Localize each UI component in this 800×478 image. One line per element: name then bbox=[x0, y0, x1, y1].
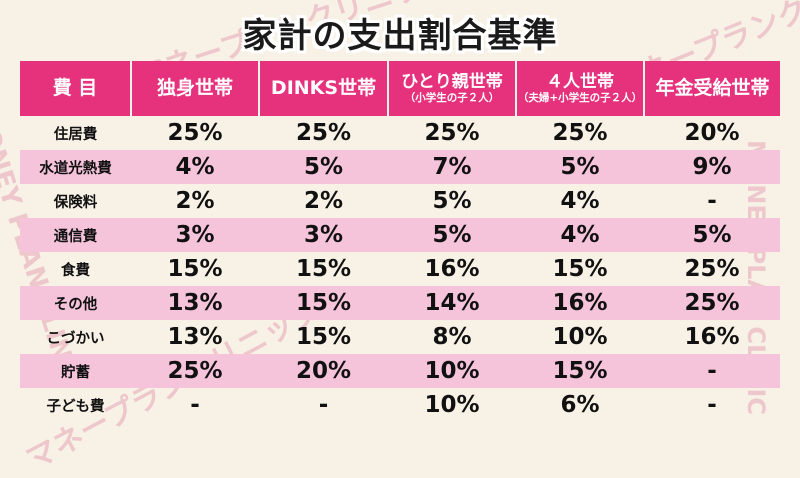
table-cell: 25% bbox=[552, 120, 608, 146]
table-row: 保険料 2% 2% 5% 4% - bbox=[20, 184, 780, 218]
table-row: 水道光熱費 4% 5% 7% 5% 9% bbox=[20, 150, 780, 184]
table-cell: 16% bbox=[424, 256, 480, 282]
table-cell: 4% bbox=[516, 218, 644, 252]
header-category: 費 目 bbox=[20, 61, 131, 116]
table-cell: 5% bbox=[259, 150, 388, 184]
table-cell: - bbox=[644, 354, 780, 388]
table-header-row: 費 目 独身世帯 DINKS世帯 ひとり親世帯 （小学生の子２人） ４人世帯 （夫婦… bbox=[20, 61, 780, 116]
row-label: 通信費 bbox=[20, 218, 131, 252]
table-cell: 2% bbox=[175, 188, 215, 214]
table-cell: 10% bbox=[424, 392, 480, 418]
table-cell: 14% bbox=[388, 286, 516, 320]
table-cell: 13% bbox=[131, 286, 259, 320]
table-cell: - bbox=[318, 392, 329, 418]
header-single: 独身世帯 bbox=[130, 61, 259, 116]
table-row: 貯蓄 25% 20% 10% 15% - bbox=[20, 354, 780, 388]
header-single-parent: ひとり親世帯 （小学生の子２人） bbox=[387, 61, 516, 116]
table-row: 食費 15% 15% 16% 15% 25% bbox=[20, 252, 780, 286]
table-cell: 25% bbox=[167, 120, 223, 146]
table-cell: 8% bbox=[432, 324, 472, 350]
table-cell: 20% bbox=[259, 354, 388, 388]
table-cell: 25% bbox=[295, 120, 352, 146]
table-cell: 10% bbox=[388, 354, 516, 388]
row-label: その他 bbox=[20, 286, 131, 320]
row-label: 保険料 bbox=[53, 194, 98, 211]
table-cell: 3% bbox=[259, 218, 388, 252]
table-cell: - bbox=[707, 392, 717, 418]
table-cell: 25% bbox=[644, 286, 780, 320]
table-cell: 7% bbox=[388, 150, 516, 184]
table-cell: 10% bbox=[552, 324, 608, 350]
table-cell: 5% bbox=[388, 218, 516, 252]
table-row: こづかい 13% 15% 8% 10% 16% bbox=[20, 320, 780, 354]
row-label: 貯蓄 bbox=[20, 354, 131, 388]
table-cell: 25% bbox=[424, 120, 480, 146]
page-title: 家計の支出割合基準 bbox=[242, 16, 558, 56]
table-cell: 15% bbox=[552, 256, 608, 282]
table-cell: 4% bbox=[131, 150, 259, 184]
row-label: こづかい bbox=[46, 330, 105, 347]
table-cell: 9% bbox=[644, 150, 780, 184]
table-cell: 2% bbox=[303, 188, 344, 214]
table-cell: 13% bbox=[167, 324, 223, 350]
header-pensioner: 年金受給世帯 bbox=[643, 61, 780, 116]
row-label: 住居費 bbox=[53, 126, 98, 143]
table-cell: 15% bbox=[259, 286, 388, 320]
table-cell: 6% bbox=[560, 392, 600, 418]
row-label: 水道光熱費 bbox=[20, 150, 131, 184]
table-cell: 15% bbox=[295, 256, 352, 282]
budget-ratio-table: 費 目 独身世帯 DINKS世帯 ひとり親世帯 （小学生の子２人） ４人世帯 （夫婦… bbox=[20, 61, 780, 422]
table-cell: - bbox=[190, 392, 200, 418]
table-cell: 5% bbox=[516, 150, 644, 184]
table-row: その他 13% 15% 14% 16% 25% bbox=[20, 286, 780, 320]
header-family-of-four: ４人世帯 （夫婦+小学生の子２人） bbox=[515, 61, 644, 116]
table-cell: 16% bbox=[516, 286, 644, 320]
table-cell: 3% bbox=[131, 218, 259, 252]
table-cell: 5% bbox=[432, 188, 472, 214]
table-cell: 15% bbox=[295, 324, 352, 350]
table-cell: 25% bbox=[684, 256, 740, 282]
table-cell: 15% bbox=[167, 256, 223, 282]
table-cell: 16% bbox=[684, 324, 740, 350]
table-row: 通信費 3% 3% 5% 4% 5% bbox=[20, 218, 780, 252]
table-cell: - bbox=[707, 188, 717, 214]
table-row: 子ども費 - - 10% 6% - bbox=[20, 388, 780, 422]
table-row: 住居費 25% 25% 25% 25% 20% bbox=[20, 116, 780, 150]
header-dinks: DINKS世帯 bbox=[258, 61, 388, 116]
table-cell: 15% bbox=[516, 354, 644, 388]
row-label: 子ども費 bbox=[46, 398, 105, 415]
table-cell: 20% bbox=[684, 120, 740, 146]
table-cell: 25% bbox=[131, 354, 259, 388]
table-cell: 5% bbox=[644, 218, 780, 252]
row-label: 食費 bbox=[61, 262, 90, 279]
table-cell: 4% bbox=[560, 188, 600, 214]
